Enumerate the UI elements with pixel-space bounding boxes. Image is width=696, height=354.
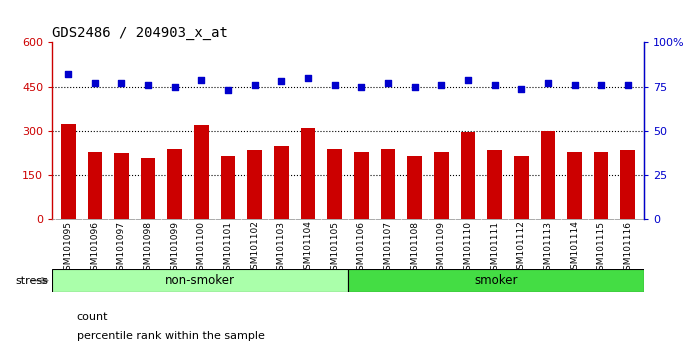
Point: [569, 82, 580, 88]
Text: count: count: [77, 312, 108, 322]
Point: [143, 82, 154, 88]
Bar: [567, 152, 582, 219]
Bar: [52, 269, 348, 292]
Point: [596, 82, 607, 88]
Text: GSM101107: GSM101107: [383, 221, 393, 275]
Bar: [88, 152, 102, 219]
Bar: [301, 128, 315, 219]
Point: [249, 82, 260, 88]
Point: [382, 80, 393, 86]
Bar: [354, 152, 369, 219]
Point: [356, 84, 367, 90]
Bar: [168, 149, 182, 219]
Bar: [247, 150, 262, 219]
Text: GSM101096: GSM101096: [90, 221, 100, 275]
Point: [542, 80, 553, 86]
Point: [223, 87, 234, 93]
Bar: [221, 156, 235, 219]
Text: GSM101104: GSM101104: [303, 221, 313, 275]
Bar: [141, 158, 155, 219]
Text: smoker: smoker: [474, 274, 518, 287]
Text: GSM101111: GSM101111: [490, 221, 499, 275]
Text: GSM101103: GSM101103: [277, 221, 286, 275]
Text: GSM101097: GSM101097: [117, 221, 126, 275]
Bar: [61, 124, 76, 219]
Text: GSM101105: GSM101105: [330, 221, 339, 275]
Bar: [620, 150, 635, 219]
Point: [303, 75, 314, 81]
Point: [436, 82, 447, 88]
Point: [63, 72, 74, 77]
Text: GSM101112: GSM101112: [516, 221, 525, 275]
Point: [462, 77, 473, 82]
Point: [276, 79, 287, 84]
Text: GSM101113: GSM101113: [544, 221, 553, 275]
Point: [489, 82, 500, 88]
Point: [516, 86, 527, 91]
Bar: [274, 146, 289, 219]
Bar: [348, 269, 644, 292]
Bar: [541, 131, 555, 219]
Point: [116, 80, 127, 86]
Text: GSM101116: GSM101116: [624, 221, 632, 275]
Text: non-smoker: non-smoker: [165, 274, 235, 287]
Point: [89, 80, 100, 86]
Point: [196, 77, 207, 82]
Bar: [381, 149, 395, 219]
Text: GSM101101: GSM101101: [223, 221, 232, 275]
Bar: [327, 149, 342, 219]
Text: GSM101114: GSM101114: [570, 221, 579, 275]
Point: [409, 84, 420, 90]
Bar: [114, 153, 129, 219]
Point: [329, 82, 340, 88]
Text: GSM101098: GSM101098: [143, 221, 152, 275]
Text: GSM101099: GSM101099: [171, 221, 180, 275]
Bar: [487, 150, 502, 219]
Bar: [194, 125, 209, 219]
Text: GSM101109: GSM101109: [437, 221, 445, 275]
Text: GSM101106: GSM101106: [357, 221, 366, 275]
Bar: [434, 152, 449, 219]
Bar: [461, 132, 475, 219]
Point: [622, 82, 633, 88]
Text: GSM101108: GSM101108: [410, 221, 419, 275]
Text: GSM101100: GSM101100: [197, 221, 206, 275]
Bar: [407, 156, 422, 219]
Text: GDS2486 / 204903_x_at: GDS2486 / 204903_x_at: [52, 26, 228, 40]
Text: stress: stress: [16, 275, 49, 286]
Point: [169, 84, 180, 90]
Text: percentile rank within the sample: percentile rank within the sample: [77, 331, 264, 341]
Text: GSM101102: GSM101102: [251, 221, 259, 275]
Bar: [514, 156, 528, 219]
Bar: [594, 152, 608, 219]
Text: GSM101095: GSM101095: [64, 221, 72, 275]
Text: GSM101115: GSM101115: [596, 221, 606, 275]
Text: GSM101110: GSM101110: [464, 221, 473, 275]
